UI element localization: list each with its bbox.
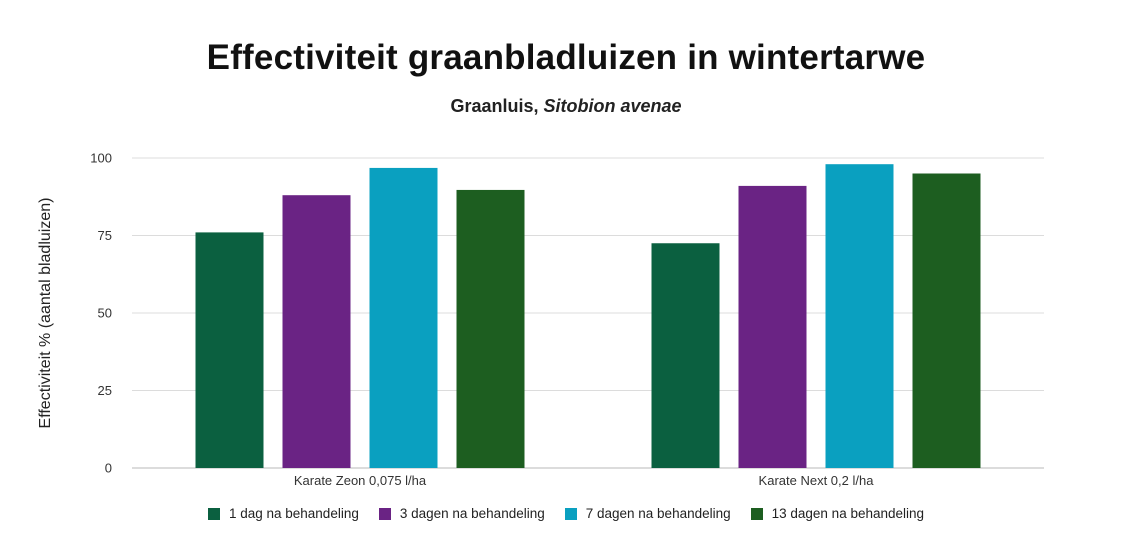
legend-item: 13 dagen na behandeling	[750, 506, 925, 521]
y-tick-label: 25	[98, 383, 112, 398]
y-tick-label: 50	[98, 306, 112, 321]
y-tick-label: 0	[105, 461, 112, 476]
bar	[738, 185, 807, 468]
category-labels: Karate Zeon 0,075 l/ha Karate Next 0,2 l/…	[294, 473, 874, 488]
legend-swatch	[750, 507, 763, 520]
legend-label: 7 dagen na behandeling	[585, 506, 731, 521]
legend-label: 3 dagen na behandeling	[399, 506, 545, 521]
y-tick-label: 100	[90, 151, 112, 166]
bar	[912, 173, 981, 468]
bar	[282, 195, 351, 468]
legend-item: 7 dagen na behandeling	[564, 506, 731, 521]
bars	[195, 164, 981, 469]
legend-swatch	[378, 507, 391, 520]
bar	[651, 243, 720, 468]
bar	[825, 164, 894, 468]
y-axis-label: Effectiviteit % (aantal bladluizen)	[37, 198, 54, 429]
chart-subtitle: Graanluis, Sitobion avenae	[0, 96, 1132, 117]
legend-label: 1 dag na behandeling	[228, 506, 359, 521]
subtitle-prefix: Graanluis,	[450, 96, 544, 116]
subtitle-species: Sitobion avenae	[543, 96, 682, 116]
y-tick-label: 75	[98, 228, 112, 243]
chart-title: Effectiviteit graanbladluizen in wintert…	[206, 38, 926, 77]
legend-swatch	[207, 507, 220, 520]
category-label: Karate Next 0,2 l/ha	[759, 473, 875, 488]
legend-item: 3 dagen na behandeling	[378, 506, 545, 521]
legend-swatch	[564, 507, 577, 520]
chart-legend: 1 dag na behandeling 3 dagen na behandeli…	[0, 506, 1132, 521]
bar	[456, 189, 525, 468]
legend-item: 1 dag na behandeling	[207, 506, 359, 521]
category-label: Karate Zeon 0,075 l/ha	[294, 473, 427, 488]
grid-lines	[132, 157, 1044, 469]
bar	[369, 167, 438, 469]
legend-label: 13 dagen na behandeling	[771, 506, 925, 521]
bar	[195, 232, 264, 468]
y-tick-labels: 0 25 50 75 100	[90, 151, 112, 476]
